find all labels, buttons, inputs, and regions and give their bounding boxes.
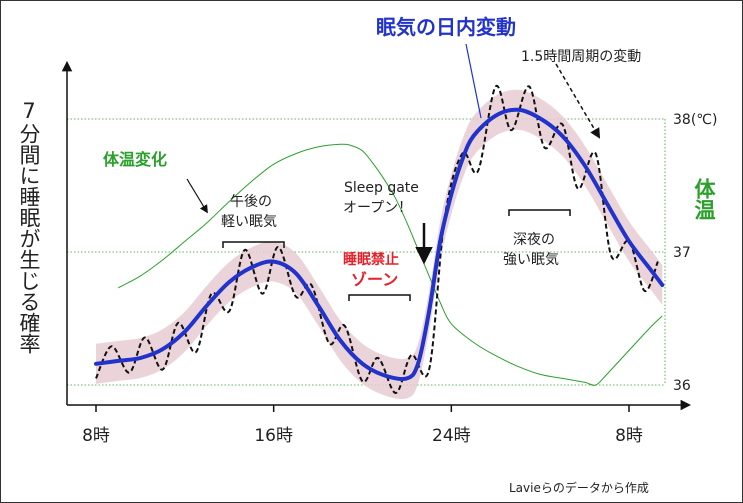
x-tick-label: 8時 xyxy=(615,426,643,446)
sleepiness-series-line xyxy=(94,107,665,382)
x-tick-label: 24時 xyxy=(432,426,471,446)
temp-change-pointer xyxy=(186,178,208,214)
temp-tick-label: 37 xyxy=(673,245,691,261)
afternoon-label-1: 午後の xyxy=(230,194,272,210)
temp-tick-label: 38(℃) xyxy=(673,112,717,128)
sleepiness-band xyxy=(96,89,663,400)
temp-change-label: 体温変化 xyxy=(103,150,167,169)
night-bracket xyxy=(508,209,571,216)
temp-tick-label: 36 xyxy=(673,378,691,394)
title-pointer xyxy=(465,43,482,119)
x-tick-label: 8時 xyxy=(82,426,110,446)
gate-label-1: Sleep gate xyxy=(344,180,419,196)
forbidden-label-1: 睡眠禁止 xyxy=(343,251,399,268)
gate-label-2: オープン！ xyxy=(343,200,412,216)
night-label-1: 深夜の xyxy=(513,232,555,248)
cycle-label: 1.5時間周期の変動 xyxy=(521,48,641,65)
forbidden-label-2: ゾーン xyxy=(351,270,398,289)
cycle-pointer xyxy=(555,63,601,139)
y-axis-label: 7分間に睡眠が生じる確率 xyxy=(17,99,41,354)
temp-series-line xyxy=(117,143,663,386)
afternoon-bracket xyxy=(222,241,285,248)
secondary-y-label: 体温 xyxy=(692,178,716,220)
forbidden-bracket xyxy=(348,294,411,301)
x-tick-label: 16時 xyxy=(254,426,293,446)
night-label-2: 強い眠気 xyxy=(503,252,559,268)
chart-title: 眠気の日内変動 xyxy=(376,15,516,39)
source-note: Lavieらのデータから作成 xyxy=(509,480,649,495)
afternoon-label-2: 軽い眠気 xyxy=(221,214,277,230)
cycle-series-line xyxy=(95,85,659,394)
